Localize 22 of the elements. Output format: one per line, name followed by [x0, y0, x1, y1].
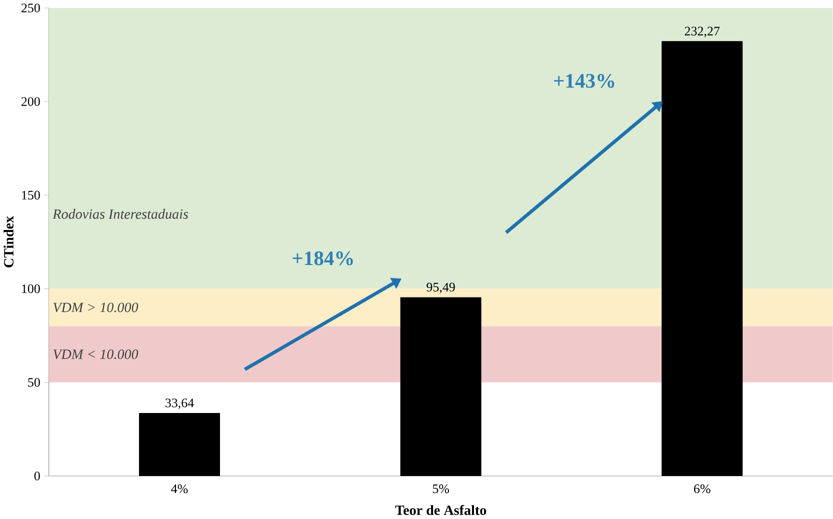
- bar: [400, 297, 482, 476]
- y-axis-title: CTindex: [4, 216, 14, 268]
- x-tick-label: 6%: [694, 484, 710, 494]
- data-label: 232,27: [684, 26, 720, 38]
- data-label: 33,64: [166, 398, 194, 410]
- data-label: 95,49: [426, 282, 455, 294]
- band-label: VDM < 10.000: [53, 350, 138, 360]
- y-tick-label: 250: [22, 4, 40, 13]
- x-tick-label: 4%: [171, 484, 188, 494]
- y-tick-label: 50: [28, 378, 40, 387]
- bar: [139, 413, 220, 476]
- x-axis-title: Teor de Asfalto: [395, 505, 486, 516]
- annotation: +184%: [292, 252, 353, 266]
- y-tick-label: 150: [22, 190, 40, 200]
- y-tick-label: 0: [34, 472, 40, 481]
- band-label: Rodovias Interestaduais: [52, 209, 188, 220]
- y-tick-label: 200: [22, 97, 40, 106]
- bar: [662, 41, 743, 476]
- annotation: +143%: [554, 74, 614, 88]
- band-label: VDM > 10.000: [53, 302, 138, 312]
- y-tick-label: 100: [22, 284, 40, 294]
- x-tick-label: 5%: [432, 484, 450, 494]
